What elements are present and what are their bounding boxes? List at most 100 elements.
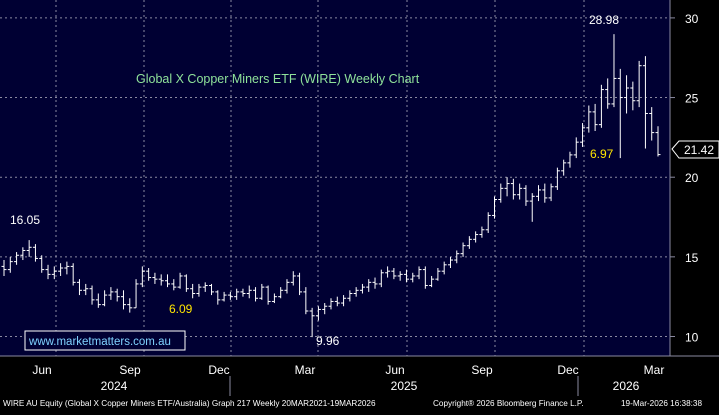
ohlc-bar <box>397 271 403 281</box>
chart-title: Global X Copper Miners ETF (WIRE) Weekly… <box>136 72 420 86</box>
ohlc-bar <box>504 177 510 197</box>
ohlc-bar <box>152 272 158 284</box>
y-tick-label: 30 <box>685 12 699 26</box>
ohlc-bar <box>1 260 7 276</box>
ohlc-bar <box>630 81 636 111</box>
ohlc-bar <box>139 266 145 288</box>
ohlc-bar <box>51 266 57 280</box>
ohlc-bar <box>328 298 334 310</box>
ohlc-bar <box>133 279 139 309</box>
ohlc-bar <box>523 185 529 206</box>
annotation-mid-2026: 6.97 <box>590 147 614 161</box>
plot-area <box>0 0 670 356</box>
footer-copyright: Copyright® 2026 Bloomberg Finance L.P. <box>433 399 584 408</box>
ohlc-bar <box>473 231 479 243</box>
ohlc-bar <box>108 287 114 300</box>
ohlc-bar <box>429 275 435 288</box>
ohlc-bar <box>227 291 233 300</box>
ohlc-bar <box>114 288 120 302</box>
ohlc-bar <box>466 236 472 249</box>
last-price-value: 21.42 <box>684 143 714 157</box>
watermark-text: www.marketmatters.com.au <box>28 336 171 348</box>
ohlc-bar <box>573 137 579 159</box>
ohlc-bar <box>441 261 447 275</box>
ohlc-bar <box>334 296 340 307</box>
ohlc-bar <box>454 250 460 264</box>
annotation-high-2026: 28.98 <box>589 13 619 27</box>
ohlc-bar <box>366 279 372 292</box>
ohlc-bar <box>642 56 648 149</box>
ohlc-bar <box>561 159 567 176</box>
ohlc-bar <box>7 256 13 273</box>
ohlc-bar <box>146 268 152 281</box>
ohlc-bar <box>89 285 95 305</box>
watermark-box <box>24 330 186 351</box>
ohlc-bar <box>586 105 592 133</box>
x-tick-label: Jun <box>385 363 404 377</box>
ohlc-bar <box>177 272 183 289</box>
ohlc-bar <box>221 291 227 302</box>
ohlc-bar <box>253 287 259 302</box>
ohlc-bar <box>120 290 126 310</box>
ohlc-bar <box>259 283 265 300</box>
ohlc-bar <box>32 244 38 262</box>
ohlc-bar <box>64 261 70 275</box>
ohlc-bar <box>347 290 353 302</box>
ohlc-bar <box>548 183 554 202</box>
ohlc-bar <box>605 78 611 109</box>
ohlc-bar <box>26 240 32 257</box>
ohlc-bar <box>190 283 196 299</box>
annotation-low-2025: 9.96 <box>316 334 340 348</box>
ohlc-bar <box>284 279 290 294</box>
ohlc-bar <box>529 193 535 222</box>
ohlc-bar <box>517 183 523 200</box>
ohlc-bar <box>14 252 20 265</box>
price-bars <box>1 34 661 338</box>
ohlc-bar <box>592 103 598 132</box>
ohlc-bar <box>492 196 497 219</box>
ohlc-bar <box>158 274 164 286</box>
ohlc-bar <box>636 60 642 108</box>
ohlc-bar <box>416 266 422 280</box>
ohlc-bar <box>378 269 384 288</box>
ohlc-bar <box>303 287 309 315</box>
x-tick-label: Dec <box>208 363 229 377</box>
ohlc-bar <box>45 264 51 280</box>
ohlc-bar <box>202 282 208 292</box>
x-tick-label: Sep <box>119 363 141 377</box>
ohlc-bar <box>410 272 416 283</box>
footer-left-text: WIRE AU Equity (Global X Copper Miners E… <box>3 399 376 408</box>
ohlc-bar <box>554 167 560 190</box>
annotation-low-2024: 6.09 <box>169 302 193 316</box>
y-tick-label: 20 <box>685 171 699 185</box>
ohlc-bar <box>353 287 359 297</box>
x-tick-label: Sep <box>471 363 493 377</box>
ohlc-bar <box>391 268 397 280</box>
x-year-label: 2026 <box>613 379 640 393</box>
ohlc-bar <box>435 268 441 281</box>
x-year-label: 2024 <box>101 379 128 393</box>
x-year-label: 2025 <box>391 379 418 393</box>
footer-timestamp: 19-Mar-2026 16:38:38 <box>621 399 702 408</box>
ohlc-bar <box>611 34 617 108</box>
ohlc-bar <box>234 288 240 300</box>
watermark: www.marketmatters.com.au <box>24 330 186 351</box>
ohlc-bar <box>385 266 391 278</box>
ohlc-bar <box>215 290 221 305</box>
ohlc-bar <box>290 271 296 286</box>
y-tick-label: 10 <box>685 331 699 345</box>
ohlc-bar <box>171 279 177 291</box>
ohlc-bar <box>617 68 623 159</box>
x-tick-label: Mar <box>295 363 316 377</box>
ohlc-bar <box>598 84 604 128</box>
ohlc-bar <box>246 285 252 299</box>
ohlc-bar <box>510 178 516 200</box>
last-price-label: 21.42 <box>671 140 719 159</box>
ohlc-bar <box>165 274 170 288</box>
ohlc-bar <box>315 306 321 321</box>
ohlc-bar <box>498 183 504 203</box>
ohlc-bar <box>39 255 45 273</box>
x-tick-label: Mar <box>644 363 665 377</box>
